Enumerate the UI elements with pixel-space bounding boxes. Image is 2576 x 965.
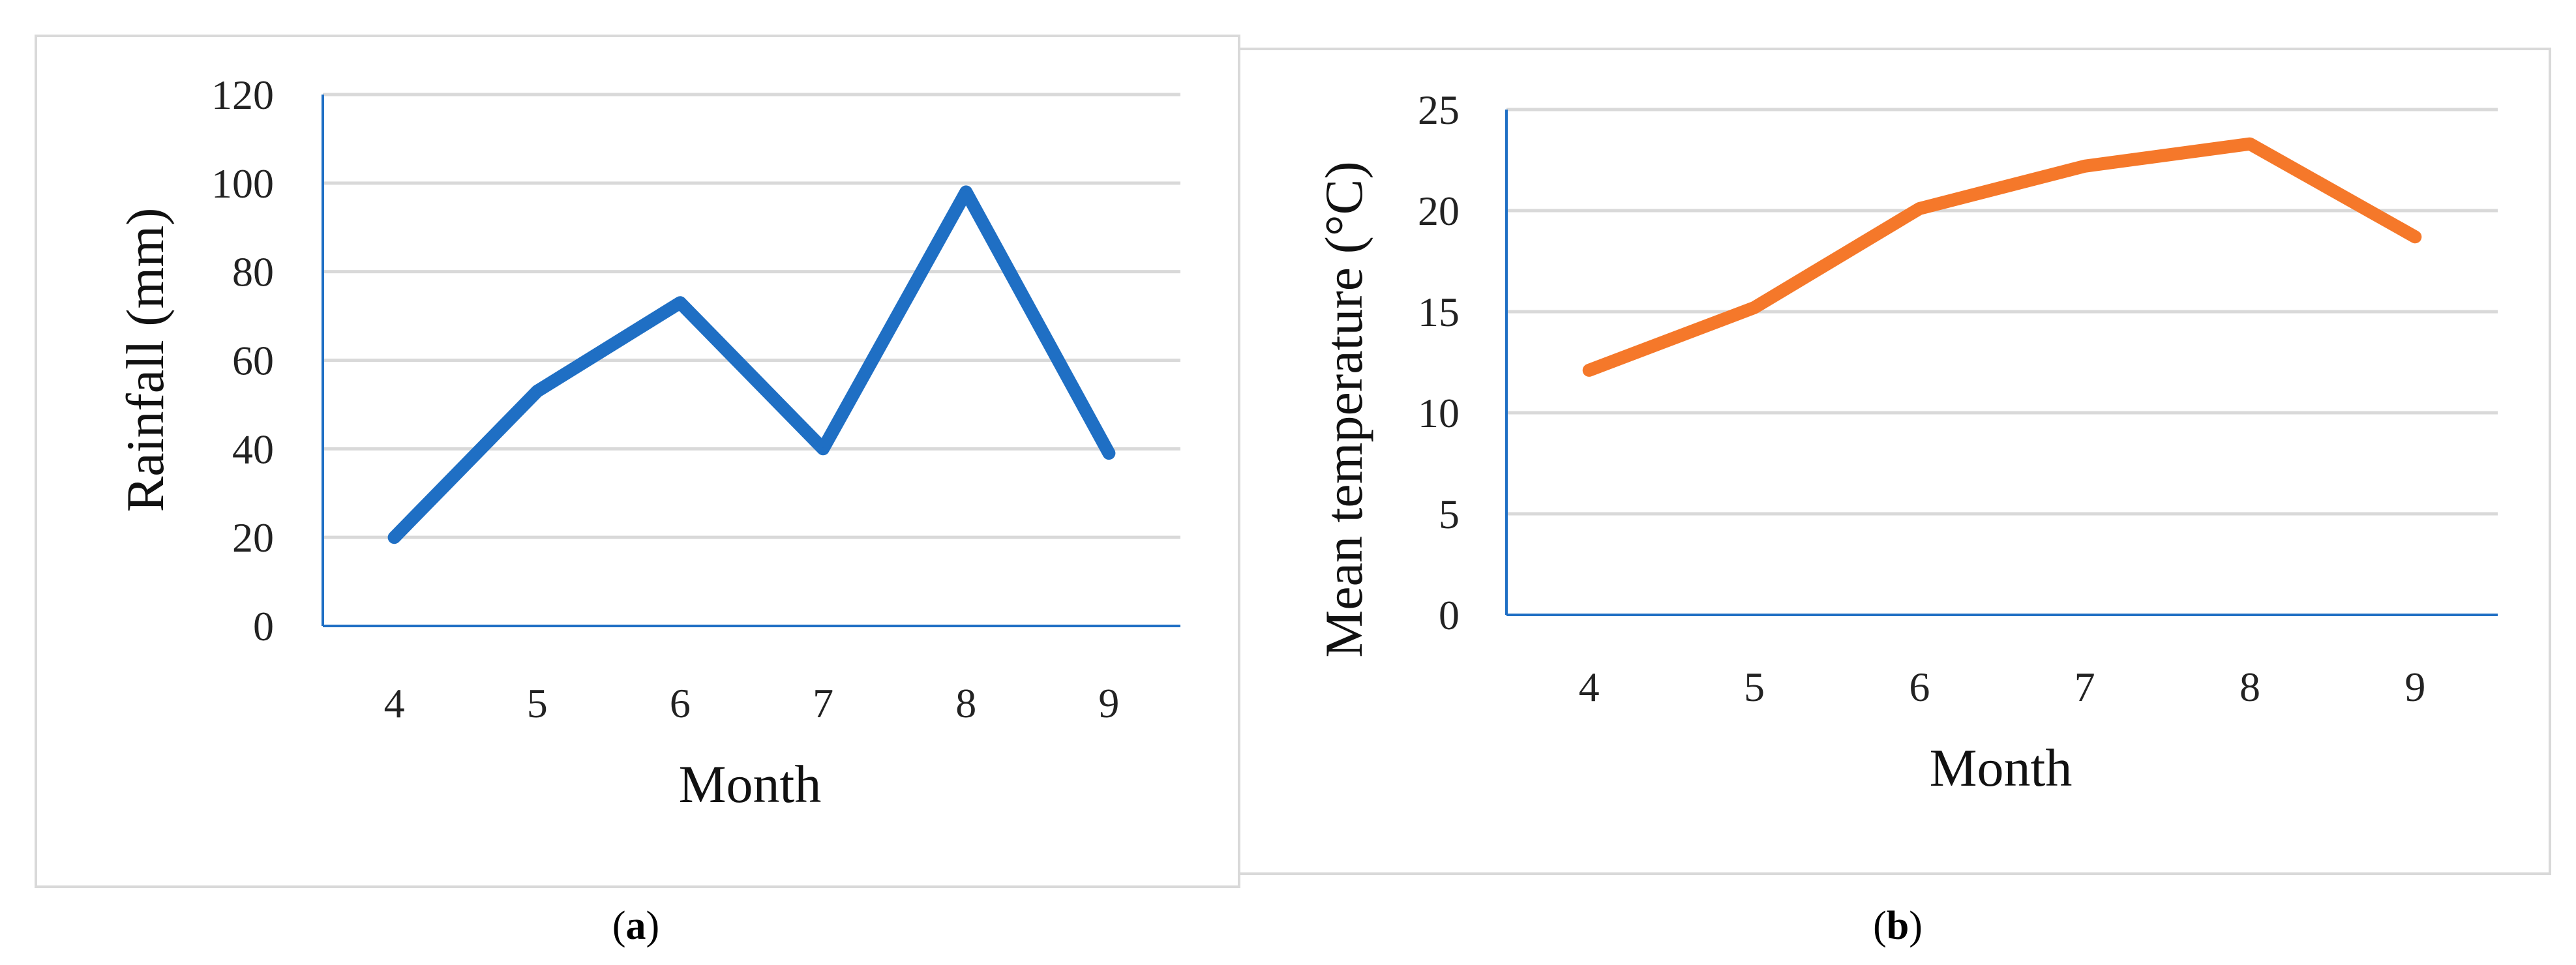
- panel-b-x-tick-label: 9: [2404, 664, 2425, 710]
- panel-a-data-point: [393, 536, 396, 539]
- panel-a-caption: (a): [612, 904, 659, 948]
- panel-b-data-point: [1587, 368, 1591, 372]
- panel-b-y-tick-labels: 0 5 10 15 20 25: [1418, 87, 1460, 638]
- panel-a-x-tick-labels: 4 5 6 7 8 9: [384, 680, 1120, 726]
- panel-b: 0 5 10 15 20 25 4 5 6 7 8 9 Month Mean temperature…: [1238, 48, 2551, 875]
- panel-a-y-tick-labels: 0 20 40 60 80 100 120: [211, 72, 274, 649]
- panel-a-data-point: [1107, 452, 1111, 455]
- panel-a-data-point: [965, 190, 968, 194]
- panel-a-x-axis-title: Month: [679, 754, 822, 814]
- panel-b-frame: [1238, 48, 2551, 875]
- panel-a-x-tick-label: 9: [1098, 680, 1119, 726]
- panel-b-y-axis-title: Mean temperature (°C): [1314, 161, 1373, 657]
- panel-b-x-tick-label: 8: [2239, 664, 2260, 710]
- panel-a-y-tick-label: 120: [211, 72, 274, 118]
- panel-a-frame: [35, 35, 1240, 888]
- panel-b-caption: (b): [1873, 904, 1923, 948]
- panel-b-x-tick-label: 5: [1744, 664, 1765, 710]
- panel-a-y-axis-title: Rainfall (mm): [115, 208, 175, 512]
- panel-b-x-tick-label: 4: [1579, 664, 1600, 710]
- panel-a-y-tick-label: 60: [232, 338, 274, 384]
- panel-b-data-point: [1753, 306, 1756, 309]
- panel-a-y-tick-label: 0: [253, 603, 274, 649]
- panel-b-y-tick-label: 15: [1418, 289, 1460, 335]
- panel-b-y-tick-label: 25: [1418, 87, 1460, 133]
- panel-a-y-tick-label: 40: [232, 426, 274, 472]
- panel-a: 0 20 40 60 80 100 120 4 5 6 7 8 9 Month Rainfall (m…: [35, 35, 1240, 888]
- panel-a-y-tick-label: 20: [232, 514, 274, 561]
- panel-a-data-point: [678, 301, 681, 304]
- panel-a-points: [393, 190, 1111, 539]
- panel-a-y-tick-label: 100: [211, 160, 274, 207]
- panel-a-rainfall-line: [387, 185, 1116, 544]
- panel-b-x-tick-labels: 4 5 6 7 8 9: [1579, 664, 2426, 710]
- panel-a-x-tick-label: 8: [955, 680, 976, 726]
- panel-b-y-tick-label: 5: [1439, 491, 1460, 537]
- panel-a-x-tick-label: 7: [813, 680, 833, 726]
- panel-b-gridlines: [1506, 108, 2498, 516]
- panel-a-y-tick-label: 80: [232, 249, 274, 295]
- panel-b-y-tick-label: 0: [1439, 592, 1460, 638]
- panel-b-data-point: [1918, 207, 1921, 210]
- panel-a-caption-letter: a: [626, 904, 646, 948]
- panel-b-data-point: [2414, 235, 2417, 239]
- panel-a-x-tick-label: 6: [670, 680, 691, 726]
- panel-b-data-point: [2083, 164, 2086, 168]
- panel-a-x-tick-label: 5: [527, 680, 548, 726]
- panel-a-data-point: [822, 447, 825, 451]
- panel-b-x-axis-title: Month: [1930, 738, 2073, 797]
- panel-a-data-point: [535, 390, 539, 393]
- panel-b-caption-letter: b: [1887, 904, 1909, 948]
- panel-b-x-tick-label: 6: [1909, 664, 1930, 710]
- panel-b-data-point: [2249, 142, 2251, 145]
- panel-a-x-tick-label: 4: [384, 680, 405, 726]
- panel-a-gridlines: [323, 93, 1180, 539]
- panel-b-x-tick-label: 7: [2074, 664, 2095, 710]
- panel-b-y-tick-label: 10: [1418, 390, 1460, 436]
- panel-b-y-tick-label: 20: [1418, 188, 1460, 234]
- panel-b-points: [1587, 142, 2417, 372]
- panel-b-temperature-line: [1582, 137, 2422, 377]
